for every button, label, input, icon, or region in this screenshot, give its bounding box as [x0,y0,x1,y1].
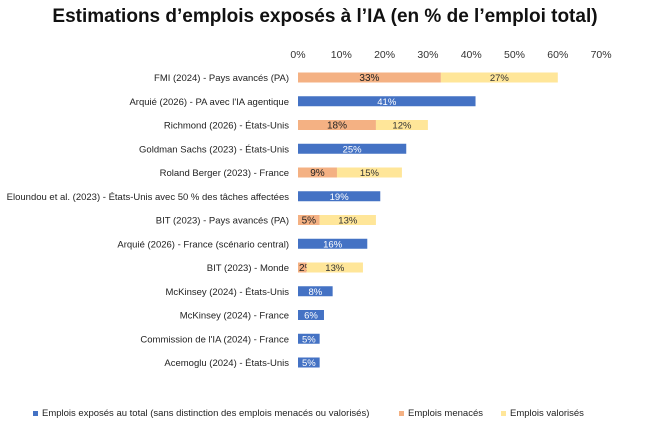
bar-series-3 [440,72,558,83]
x-tick-label: 0% [290,49,305,61]
data-label: 33% [359,73,379,84]
bar-series-2 [298,215,320,225]
data-label: 9% [310,168,325,179]
category-label: Eloundou et al. (2023) - États-Unis avec… [7,192,290,203]
legend-label: Emplois exposés au total (sans distincti… [42,408,369,419]
bar-series-1 [298,310,324,320]
category-label: Commission de l'IA (2024) - France [140,334,289,345]
x-tick-label: 20% [374,49,395,61]
category-label: FMI (2024) - Pays avancés (PA) [154,73,289,84]
category-label: Richmond (2026) - États-Unis [164,121,289,132]
data-label: 6% [304,311,318,322]
bar-series-3 [336,167,402,178]
x-tick-label: 60% [547,49,568,61]
bar-series-1 [298,96,476,107]
category-label: Arquié (2026) - PA avec l'IA agentique [129,97,289,108]
bar-series-1 [298,238,368,249]
data-label: 13% [325,263,345,274]
bar-series-2 [298,167,337,178]
category-label: Goldman Sachs (2023) - États-Unis [139,144,289,155]
bar-series-1 [298,333,320,344]
bar-series-2 [298,262,307,273]
legend-label: Emplois valorisés [510,408,584,419]
legend-label: Emplois menacés [408,408,483,419]
category-label: Roland Berger (2023) - France [160,168,289,179]
bar-series-2 [298,120,376,130]
bar-series-2 [298,72,441,83]
category-label: McKinsey (2024) - France [180,311,289,322]
x-tick-label: 30% [417,49,438,61]
data-label: 15% [360,168,380,179]
x-tick-label: 50% [504,49,525,61]
legend-swatch [33,411,38,416]
chart-title: Estimations d’emplois exposés à l’IA (en… [52,6,598,27]
bar-series-1 [298,143,407,154]
data-label: 13% [338,216,358,227]
x-tick-label: 10% [331,49,352,61]
bar-series-1 [298,357,320,368]
bar-series-3 [319,215,376,225]
category-label: Acemoglu (2024) - États-Unis [164,358,289,369]
data-label: 5% [302,216,317,227]
data-label: 18% [327,121,347,132]
data-label: 19% [330,192,350,203]
data-label: 16% [323,239,343,250]
data-label: 12% [392,121,412,132]
category-label: Arquié (2026) - France (scénario central… [117,239,289,250]
bar-series-3 [306,262,363,273]
data-label: 41% [377,97,397,108]
bar-series-3 [375,120,428,130]
data-label: 5% [302,358,316,369]
legend-swatch [399,411,404,416]
x-tick-label: 70% [591,49,612,61]
category-label: BIT (2023) - Monde [207,263,289,274]
data-label: 5% [302,334,316,345]
data-label: 25% [343,144,363,155]
x-tick-label: 40% [461,49,482,61]
category-label: BIT (2023) - Pays avancés (PA) [156,216,289,227]
category-label: McKinsey (2024) - États-Unis [165,287,289,298]
data-label: 27% [490,73,510,84]
data-label: 2% [299,263,314,274]
legend-swatch [501,411,506,416]
bar-series-1 [298,191,381,202]
bar-series-1 [298,286,333,297]
data-label: 8% [308,287,322,298]
